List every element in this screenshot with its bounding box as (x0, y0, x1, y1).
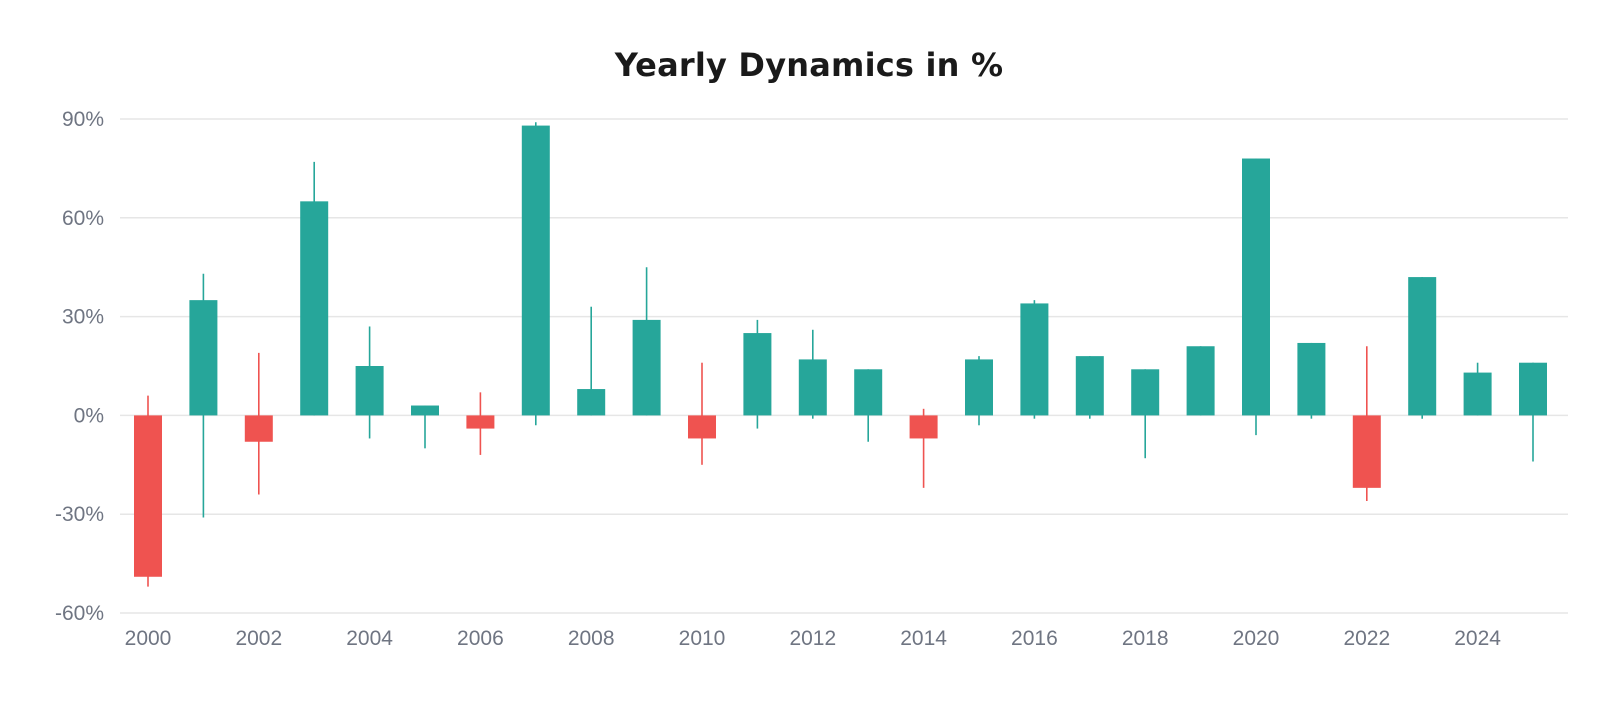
candle-body (798, 359, 827, 416)
x-tick-label: 2004 (346, 627, 393, 650)
candle-body (1242, 158, 1270, 416)
candle-2005 (411, 405, 439, 449)
candle-2016 (1020, 300, 1049, 419)
grid-lines (120, 118, 1568, 614)
candle-body (1463, 372, 1492, 416)
x-tick-label: 2008 (568, 627, 615, 650)
x-tick-label: 2006 (457, 627, 504, 650)
candle-body (244, 415, 273, 442)
candle-2022 (1352, 346, 1381, 502)
candle-body (1075, 356, 1104, 416)
candle-body (1352, 415, 1381, 488)
x-tick-label: 2000 (125, 627, 172, 650)
candle-2019 (1186, 346, 1215, 416)
candle-2013 (854, 369, 883, 442)
chart-title: Yearly Dynamics in % (614, 46, 1004, 84)
candle-body (300, 201, 329, 416)
candle-body (965, 359, 993, 416)
candle-body (1131, 369, 1160, 416)
candle-2012 (798, 329, 827, 419)
x-axis-labels: 2000 2002 2004 2006 2008 2010 2012 2014 2016 2018… (125, 627, 1502, 650)
candle-2018 (1131, 369, 1160, 459)
candle-2021 (1297, 342, 1326, 419)
candle-2010 (688, 362, 716, 465)
candle-body (577, 389, 606, 416)
candle-body (134, 415, 162, 577)
candle-body (1297, 342, 1326, 416)
candle-body (466, 415, 495, 429)
candle-2014 (909, 408, 938, 488)
y-tick-label: 90% (62, 108, 104, 131)
candle-2011 (743, 319, 772, 429)
candle-2000 (134, 395, 162, 587)
candle-body (411, 405, 439, 416)
candle-2020 (1242, 158, 1270, 436)
y-axis-labels: 90% 60% 30% 0% -30% -60% (55, 108, 104, 625)
y-tick-label: -30% (55, 503, 104, 526)
candle-2015 (965, 356, 993, 426)
y-tick-label: 30% (62, 306, 104, 329)
candle-2017 (1075, 356, 1104, 419)
x-tick-label: 2014 (900, 627, 947, 650)
candle-2001 (189, 273, 218, 518)
y-tick-label: -60% (55, 602, 104, 625)
y-tick-label: 60% (62, 207, 104, 230)
candles (134, 122, 1547, 587)
candle-body (1186, 346, 1215, 416)
candle-2025 (1519, 362, 1547, 462)
candle-body (1408, 277, 1437, 416)
candle-body (632, 319, 661, 416)
candle-body (189, 300, 218, 416)
candle-body (688, 415, 716, 439)
y-tick-label: 0% (74, 404, 104, 427)
x-tick-label: 2018 (1122, 627, 1169, 650)
candle-2008 (577, 306, 606, 416)
candle-2024 (1463, 362, 1492, 416)
candle-body (854, 369, 883, 416)
candle-body (1020, 303, 1049, 416)
candle-2007 (521, 122, 550, 426)
candle-body (1519, 362, 1547, 416)
x-tick-label: 2012 (789, 627, 836, 650)
candle-body (743, 333, 772, 416)
candle-body (909, 415, 938, 439)
x-tick-label: 2010 (679, 627, 726, 650)
candle-2009 (632, 267, 661, 416)
x-tick-label: 2002 (235, 627, 282, 650)
x-tick-label: 2016 (1011, 627, 1058, 650)
x-tick-label: 2022 (1343, 627, 1390, 650)
x-tick-label: 2024 (1454, 627, 1501, 650)
candle-body (355, 366, 384, 416)
candle-2006 (466, 392, 495, 455)
candle-2002 (244, 352, 273, 495)
candle-2023 (1408, 277, 1437, 419)
x-tick-label: 2020 (1233, 627, 1280, 650)
candle-2003 (300, 161, 329, 416)
candle-2004 (355, 326, 384, 439)
candle-body (521, 125, 550, 416)
